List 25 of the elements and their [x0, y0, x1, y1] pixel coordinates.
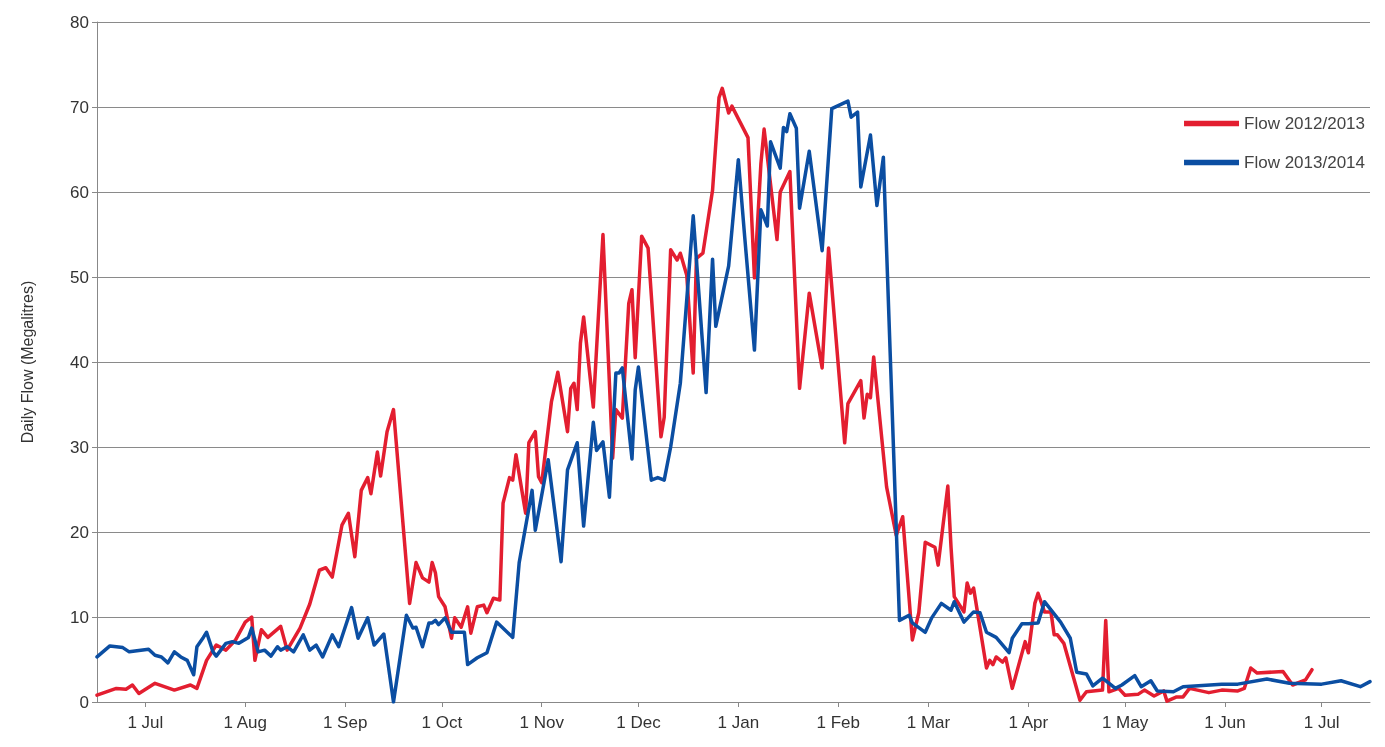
legend-label: Flow 2013/2014 — [1244, 153, 1366, 172]
y-tick-label: 50 — [70, 267, 89, 287]
x-tick-label: 1 Sep — [322, 713, 368, 732]
x-tick-label: 1 Nov — [519, 713, 565, 732]
x-tick-label: 1 Mar — [906, 713, 951, 732]
x-tick-label: 1 Feb — [816, 713, 860, 732]
y-tick-label: 60 — [70, 182, 89, 202]
x-tick-label: 1 Jan — [717, 713, 760, 732]
x-tick-label: 1 Apr — [1008, 713, 1049, 732]
y-tick-label: 40 — [70, 352, 89, 372]
x-tick-label: 1 Jun — [1204, 713, 1246, 732]
y-tick-label: 20 — [70, 522, 89, 542]
y-tick-label: 0 — [79, 692, 89, 712]
x-tick-label: 1 Jul — [127, 713, 164, 732]
y-axis-title: Daily Flow (Megalitres) — [18, 280, 36, 444]
x-tick-label: 1 May — [1101, 713, 1149, 732]
x-tick-label: 1 Dec — [616, 713, 662, 732]
x-tick-label: 1 Oct — [421, 713, 463, 732]
legend-label: Flow 2012/2013 — [1244, 114, 1366, 133]
x-tick-label: 1 Aug — [223, 713, 267, 732]
x-tick-label: 1 Jul — [1303, 713, 1340, 732]
y-tick-label: 10 — [70, 607, 89, 627]
y-tick-label: 80 — [70, 12, 89, 32]
y-tick-label: 30 — [70, 437, 89, 457]
y-tick-label: 70 — [70, 97, 89, 117]
